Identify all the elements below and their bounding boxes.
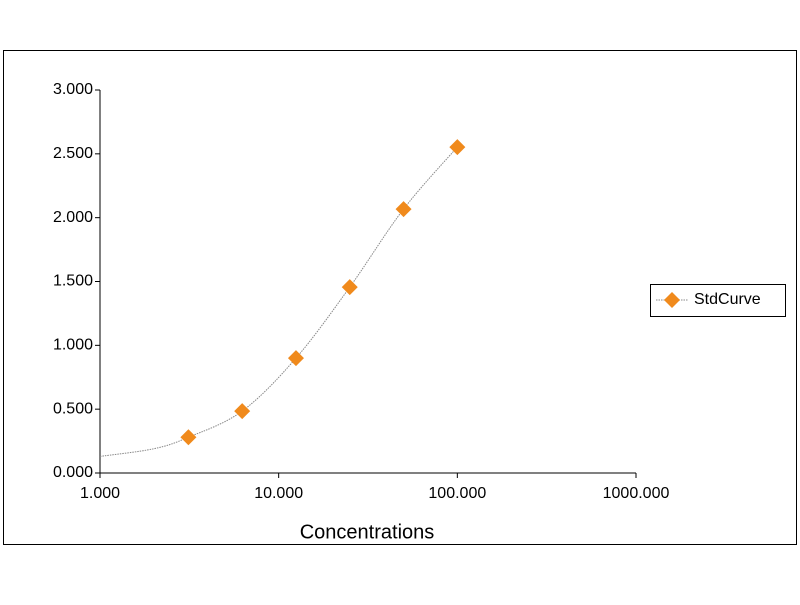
marker bbox=[341, 279, 358, 296]
y-tick-label: 0.000 bbox=[53, 464, 93, 481]
legend-marker bbox=[664, 292, 680, 308]
y-tick-label: 2.500 bbox=[53, 145, 93, 162]
x-tick-label: 1000.000 bbox=[603, 485, 670, 502]
marker bbox=[234, 403, 251, 420]
x-axis-title: Concentrations bbox=[300, 521, 435, 543]
marker bbox=[449, 139, 466, 156]
y-tick-label: 3.000 bbox=[53, 81, 93, 98]
marker bbox=[180, 429, 197, 446]
x-tick-label: 100.000 bbox=[428, 485, 486, 502]
legend-label: StdCurve bbox=[694, 291, 761, 308]
marker bbox=[287, 350, 304, 367]
y-tick-label: 1.000 bbox=[53, 337, 93, 354]
x-tick-label: 10.000 bbox=[254, 485, 303, 502]
x-tick-label: 1.000 bbox=[80, 485, 120, 502]
y-tick-label: 0.500 bbox=[53, 400, 93, 417]
y-tick-label: 2.000 bbox=[53, 209, 93, 226]
marker bbox=[395, 201, 412, 218]
y-tick-label: 1.500 bbox=[53, 273, 93, 290]
